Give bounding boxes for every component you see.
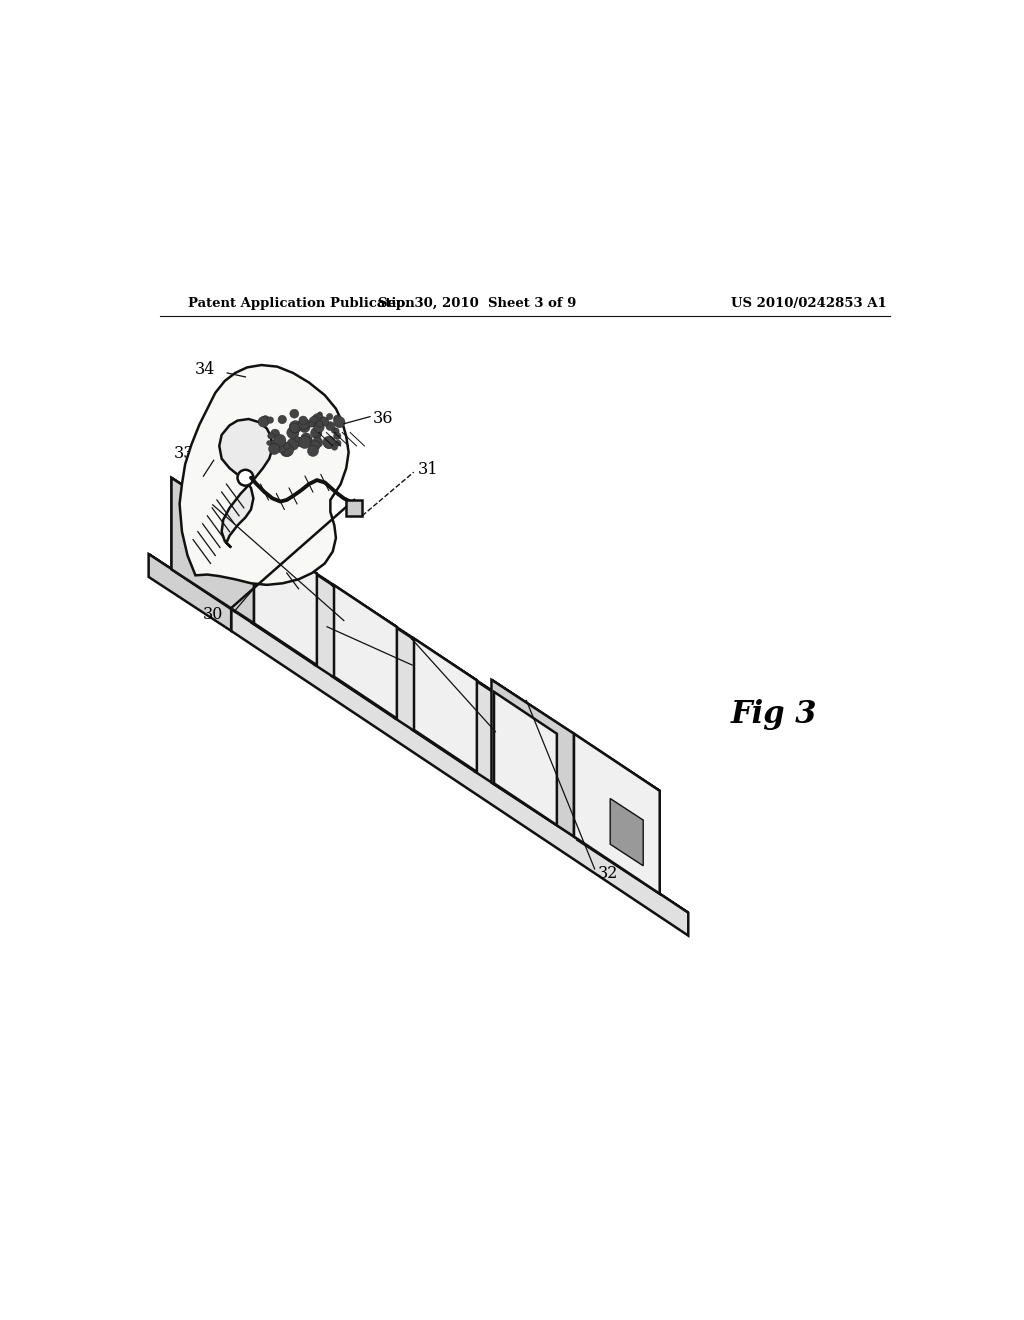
Text: Patent Application Publication: Patent Application Publication	[187, 297, 415, 310]
Text: US 2010/0242853 A1: US 2010/0242853 A1	[731, 297, 887, 310]
FancyBboxPatch shape	[346, 500, 362, 516]
Circle shape	[282, 445, 294, 457]
Polygon shape	[494, 692, 557, 825]
Polygon shape	[234, 520, 316, 665]
Circle shape	[334, 432, 341, 440]
Circle shape	[324, 438, 334, 449]
Circle shape	[315, 417, 326, 428]
Circle shape	[273, 434, 286, 446]
Circle shape	[258, 416, 268, 428]
Polygon shape	[334, 585, 397, 718]
Circle shape	[270, 440, 279, 449]
Polygon shape	[148, 554, 231, 631]
Circle shape	[268, 444, 280, 454]
Circle shape	[281, 444, 293, 457]
Polygon shape	[314, 573, 397, 718]
Text: 33a: 33a	[174, 445, 204, 462]
Polygon shape	[179, 366, 348, 585]
Circle shape	[301, 433, 311, 444]
Circle shape	[301, 436, 312, 446]
Polygon shape	[171, 478, 254, 623]
Circle shape	[312, 437, 323, 447]
Polygon shape	[414, 639, 477, 772]
Circle shape	[298, 436, 311, 449]
Circle shape	[283, 442, 290, 450]
Circle shape	[284, 442, 290, 449]
Circle shape	[287, 426, 299, 438]
Circle shape	[334, 414, 342, 424]
Circle shape	[299, 416, 307, 425]
Circle shape	[331, 428, 337, 433]
Polygon shape	[412, 638, 474, 771]
Circle shape	[290, 422, 299, 433]
Polygon shape	[574, 734, 659, 894]
Circle shape	[326, 421, 335, 430]
Circle shape	[267, 433, 273, 438]
Polygon shape	[474, 680, 557, 825]
Circle shape	[279, 416, 287, 424]
Polygon shape	[252, 531, 397, 627]
Polygon shape	[578, 737, 659, 894]
Text: –10c: –10c	[471, 723, 508, 741]
Polygon shape	[492, 680, 659, 791]
Text: –10b: –10b	[390, 656, 429, 673]
Circle shape	[308, 422, 314, 428]
Circle shape	[317, 412, 323, 417]
Circle shape	[334, 417, 345, 428]
Polygon shape	[171, 478, 316, 574]
Circle shape	[270, 429, 280, 438]
Polygon shape	[171, 478, 234, 611]
Circle shape	[310, 441, 321, 450]
Circle shape	[319, 417, 329, 426]
Circle shape	[323, 436, 336, 449]
Circle shape	[314, 422, 325, 433]
Circle shape	[238, 470, 253, 486]
Circle shape	[295, 437, 300, 442]
Circle shape	[268, 433, 274, 438]
Circle shape	[312, 413, 324, 425]
Polygon shape	[492, 680, 574, 837]
Circle shape	[307, 445, 318, 457]
Circle shape	[334, 428, 339, 433]
Circle shape	[267, 417, 273, 424]
Polygon shape	[332, 585, 394, 718]
Polygon shape	[610, 799, 643, 866]
Circle shape	[335, 440, 341, 446]
Circle shape	[298, 418, 309, 429]
Polygon shape	[412, 638, 557, 734]
Polygon shape	[148, 554, 688, 912]
Circle shape	[276, 444, 287, 453]
Circle shape	[316, 421, 323, 428]
Circle shape	[315, 436, 321, 441]
Text: 36: 36	[373, 411, 393, 428]
Circle shape	[289, 421, 302, 433]
Circle shape	[290, 409, 299, 418]
Text: –10a: –10a	[325, 612, 362, 630]
Text: 34: 34	[195, 360, 215, 378]
Circle shape	[287, 438, 299, 450]
Text: 30: 30	[203, 606, 223, 623]
Polygon shape	[231, 609, 688, 936]
Polygon shape	[254, 532, 316, 665]
Circle shape	[332, 444, 338, 450]
Circle shape	[317, 416, 323, 421]
Circle shape	[299, 421, 310, 433]
Circle shape	[310, 428, 322, 438]
Polygon shape	[332, 585, 477, 680]
Text: Fig 3: Fig 3	[731, 698, 817, 730]
Text: 31: 31	[418, 461, 438, 478]
Polygon shape	[252, 531, 314, 664]
Circle shape	[327, 413, 333, 420]
Polygon shape	[219, 418, 272, 548]
Circle shape	[266, 441, 271, 445]
Polygon shape	[394, 627, 477, 772]
Text: 33: 33	[301, 583, 322, 601]
Circle shape	[315, 424, 323, 430]
Circle shape	[309, 416, 319, 428]
Circle shape	[295, 437, 304, 446]
Text: Sep. 30, 2010  Sheet 3 of 9: Sep. 30, 2010 Sheet 3 of 9	[378, 297, 577, 310]
Circle shape	[261, 416, 270, 425]
Text: 32: 32	[598, 865, 618, 882]
